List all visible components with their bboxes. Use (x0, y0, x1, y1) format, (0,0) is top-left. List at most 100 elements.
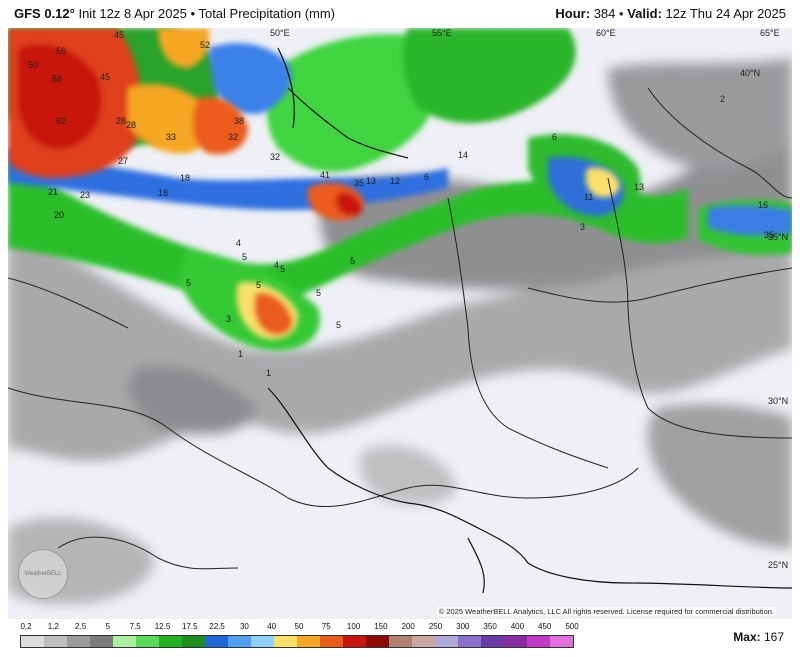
legend-swatch (481, 636, 504, 647)
contour-label: 21 (48, 187, 58, 197)
max-value: Max: 167 (733, 630, 784, 644)
legend-label: 17.5 (182, 622, 198, 631)
contour-label: 5 (242, 252, 247, 262)
contour-label: 5 (316, 288, 321, 298)
precipitation-map: 50°E 55°E 60°E 65°E 40°N 35°N 30°N 25°N … (8, 28, 792, 619)
contour-label: 23 (80, 190, 90, 200)
contour-label: 5 (350, 256, 355, 266)
legend-swatch (251, 636, 274, 647)
contour-label: 27 (118, 156, 128, 166)
lat-label: 25°N (768, 560, 788, 570)
contour-label: 3 (580, 222, 585, 232)
valid-time: 12z Thu 24 Apr 2025 (665, 6, 786, 21)
legend-swatch (113, 636, 136, 647)
contour-label: 18 (180, 173, 190, 183)
valid-label: Valid: (627, 6, 662, 21)
legend-swatch (228, 636, 251, 647)
contour-label: 50 (28, 60, 38, 70)
contour-label: 1 (238, 349, 243, 359)
legend-label: 5 (105, 622, 111, 631)
contour-label: 16 (758, 200, 768, 210)
legend-label: 500 (565, 622, 579, 631)
contour-label: 14 (458, 150, 468, 160)
legend-label: 12.5 (154, 622, 171, 631)
legend-swatch (90, 636, 113, 647)
contour-label: 6 (552, 132, 557, 142)
init-time: Init 12z 8 Apr 2025 (78, 6, 187, 21)
coastlines (267, 47, 792, 594)
legend-label: 2.5 (75, 622, 87, 631)
contour-label: 33 (166, 132, 176, 142)
legend-swatch (136, 636, 159, 647)
contour-label: 52 (200, 40, 210, 50)
legend-swatch (67, 636, 90, 647)
contour-label: 32 (270, 152, 280, 162)
contour-label: 4 (274, 260, 279, 270)
legend-color-bar (20, 635, 574, 648)
contour-label: 20 (54, 210, 64, 220)
copyright-notice: © 2025 WeatherBELL Analytics, LLC All ri… (436, 607, 776, 616)
contour-labels: 5245565862504528333827323223211818202841… (28, 30, 774, 378)
legend-label: 40 (267, 622, 277, 631)
legend-label: 100 (346, 622, 361, 631)
legend-label: 300 (456, 622, 470, 631)
contour-label: 5 (336, 320, 341, 330)
contour-label: 2 (720, 94, 725, 104)
header-right: Hour: 384 • Valid: 12z Thu 24 Apr 2025 (555, 6, 786, 21)
lon-label: 60°E (596, 28, 616, 38)
weatherbell-logo: WeatherBELL (18, 549, 68, 599)
legend-swatch (44, 636, 67, 647)
lon-label: 50°E (270, 28, 290, 38)
contour-label: 18 (158, 188, 168, 198)
color-legend: 0.2 1.2 2.5 5 7.5 12.5 17.5 22.5 30 40 50 75 100 150 2… (20, 622, 580, 654)
contour-label: 28 (116, 116, 126, 126)
legend-swatch (366, 636, 389, 647)
contour-label: 38 (234, 116, 244, 126)
model-name: GFS 0.12° (14, 6, 75, 21)
contour-label: 13 (366, 176, 376, 186)
contour-label: 45 (114, 30, 124, 40)
contour-label: 5 (186, 278, 191, 288)
legend-labels: 0.2 1.2 2.5 5 7.5 12.5 17.5 22.5 30 40 50 75 100 150 2… (20, 622, 580, 634)
product-title: Total Precipitation (mm) (198, 6, 336, 21)
contour-label: 45 (100, 72, 110, 82)
contour-label: 62 (56, 116, 66, 126)
legend-swatch (159, 636, 182, 647)
contour-label: 1 (266, 368, 271, 378)
legend-swatch (274, 636, 297, 647)
contour-label: 13 (634, 182, 644, 192)
legend-label: 350 (483, 622, 497, 631)
contour-label: 4 (236, 238, 241, 248)
max-number: 167 (763, 630, 784, 644)
contour-label: 5 (280, 264, 285, 274)
hour-label: Hour: (555, 6, 591, 21)
contour-label: 56 (56, 46, 66, 56)
lon-label: 55°E (432, 28, 452, 38)
contour-label: 3 (226, 314, 231, 324)
legend-swatch (343, 636, 366, 647)
legend-swatch (205, 636, 228, 647)
map-header: GFS 0.12° Init 12z 8 Apr 2025 • Total Pr… (0, 0, 800, 28)
contour-label: 28 (126, 120, 136, 130)
very-heavy-precip-areas (8, 28, 620, 340)
legend-swatch (297, 636, 320, 647)
political-boundaries (8, 87, 792, 570)
lat-label: 30°N (768, 396, 788, 406)
legend-swatch (550, 636, 573, 647)
legend-swatch (412, 636, 435, 647)
lon-label: 65°E (760, 28, 780, 38)
contour-label: 5 (256, 280, 261, 290)
legend-swatch (458, 636, 481, 647)
contour-label: 32 (228, 132, 238, 142)
legend-swatch (21, 636, 44, 647)
contour-label: 41 (320, 170, 330, 180)
legend-label: 30 (239, 622, 249, 631)
legend-label: 22.5 (209, 622, 225, 631)
forecast-hour: 384 (593, 6, 616, 21)
lat-label: 40°N (740, 68, 760, 78)
contour-label: 35 (764, 230, 774, 240)
graticule-labels: 50°E 55°E 60°E 65°E 40°N 35°N 30°N 25°N (270, 28, 788, 570)
legend-swatch (504, 636, 527, 647)
header-left: GFS 0.12° Init 12z 8 Apr 2025 • Total Pr… (14, 6, 336, 21)
contour-label: 35 (354, 178, 364, 188)
